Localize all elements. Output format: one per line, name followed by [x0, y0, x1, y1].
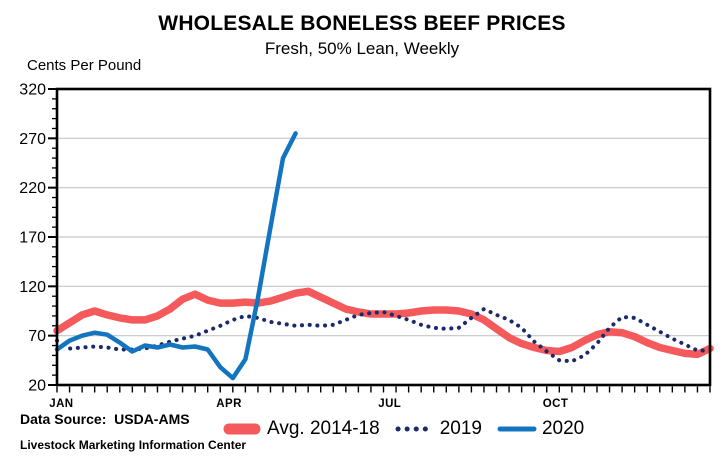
svg-text:220: 220	[19, 180, 46, 197]
svg-text:20: 20	[28, 378, 46, 395]
2019-dotted-line-swatch-icon	[395, 422, 435, 436]
svg-text:320: 320	[19, 82, 46, 99]
2020-line-swatch-icon	[497, 422, 537, 436]
svg-text:JAN: JAN	[49, 398, 73, 410]
svg-text:270: 270	[19, 131, 46, 148]
chart-legend: Avg. 2014-18 2019 2020	[222, 418, 584, 440]
avg-2014-18-line-swatch-icon	[222, 422, 262, 436]
legend-item-2020: 2020	[497, 418, 584, 440]
legend-label-2019: 2019	[439, 418, 482, 439]
chart-title: WHOLESALE BONELESS BEEF PRICES	[158, 12, 566, 35]
footer-org-label: Livestock Marketing Information Center	[20, 438, 247, 452]
svg-text:JUL: JUL	[378, 398, 401, 410]
legend-item-avg-2014-18: Avg. 2014-18	[222, 418, 380, 440]
y-axis-unit-label: Cents Per Pound	[27, 57, 142, 74]
legend-label-avg-2014-18: Avg. 2014-18	[267, 418, 380, 439]
svg-text:170: 170	[19, 230, 46, 247]
svg-text:70: 70	[28, 328, 46, 345]
chart-subtitle: Fresh, 50% Lean, Weekly	[264, 39, 460, 58]
data-source-label: Data Source: USDA-AMS	[20, 411, 190, 427]
svg-text:APR: APR	[216, 398, 242, 410]
svg-text:OCT: OCT	[543, 398, 568, 410]
legend-item-2019: 2019	[395, 418, 482, 440]
legend-label-2020: 2020	[541, 418, 585, 439]
svg-text:120: 120	[19, 279, 46, 296]
